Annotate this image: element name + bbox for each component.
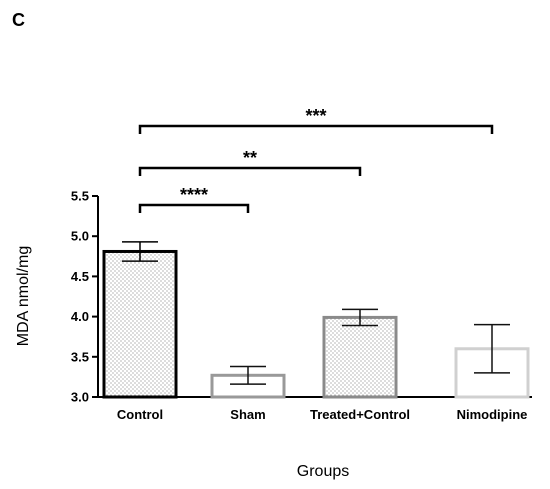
x-tick-label: Sham (230, 407, 265, 422)
y-tick-label: 4.0 (71, 309, 89, 324)
y-tick-label: 3.0 (71, 390, 89, 405)
bar-control (102, 249, 178, 399)
x-tick-label: Control (117, 407, 163, 422)
panel-label: C (12, 10, 25, 30)
x-tick-label: Nimodipine (457, 407, 528, 422)
plot-area: 3.0 3.5 4.0 4.5 5.0 5.5 Control Sham Treated+Con… (71, 106, 532, 422)
x-axis-title: Groups (297, 463, 349, 480)
significance-bracket (138, 166, 362, 176)
y-axis-title: MDA nmol/mg (15, 246, 32, 346)
y-tick-label: 3.5 (71, 349, 89, 364)
significance-bracket (138, 203, 250, 213)
bar-treated-control (322, 315, 398, 399)
significance-label: *** (305, 106, 326, 126)
x-tick-label: Treated+Control (310, 407, 410, 422)
y-tick-label: 5.0 (71, 229, 89, 244)
y-tick-label: 5.5 (71, 189, 89, 204)
significance-label: ** (243, 148, 257, 168)
significance-label: **** (180, 185, 208, 205)
y-tick-label: 4.5 (71, 269, 89, 284)
significance-bracket (138, 124, 494, 134)
